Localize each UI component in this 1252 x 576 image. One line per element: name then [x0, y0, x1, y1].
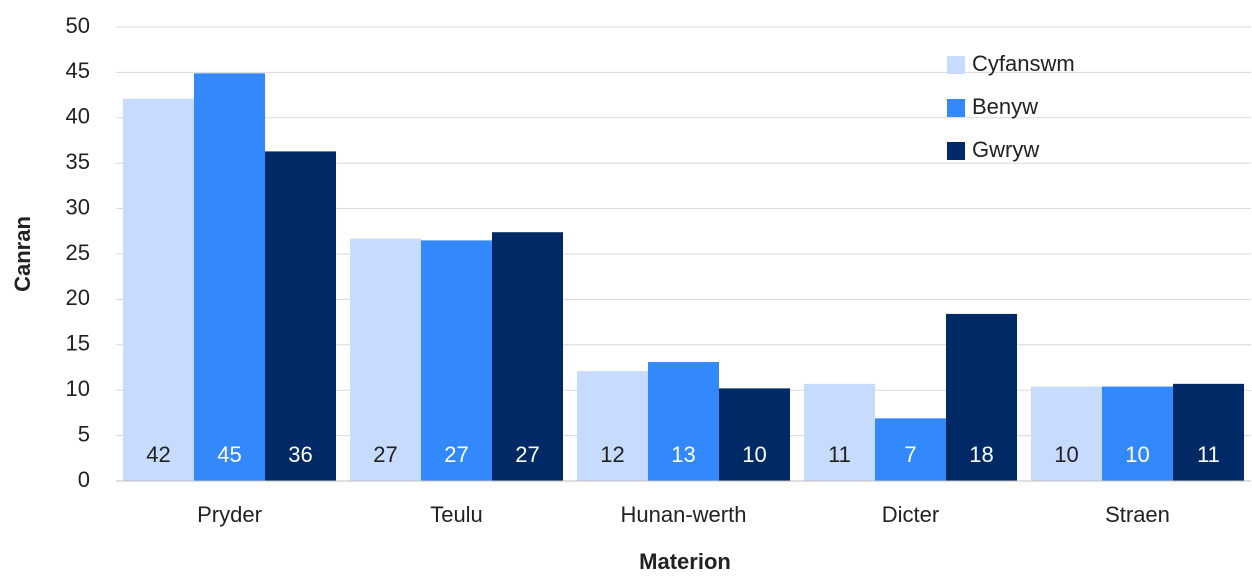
- bar: [1173, 383, 1244, 481]
- y-tick-label: 30: [66, 194, 90, 219]
- y-axis-title: Canran: [10, 216, 35, 292]
- y-tick-label: 50: [66, 13, 90, 38]
- x-axis-title: Materion: [639, 549, 731, 574]
- y-tick-label: 45: [66, 58, 90, 83]
- value-label: 12: [600, 442, 624, 467]
- legend-label: Benyw: [972, 94, 1038, 119]
- y-tick-label: 5: [78, 421, 90, 446]
- bar: [804, 383, 875, 481]
- y-tick-label: 0: [78, 467, 90, 492]
- x-tick-label: Pryder: [197, 502, 262, 527]
- value-label: 11: [828, 442, 851, 467]
- bar: [421, 240, 492, 481]
- y-tick-label: 40: [66, 104, 90, 129]
- value-label: 27: [515, 442, 539, 467]
- x-tick-label: Teulu: [430, 502, 483, 527]
- y-tick-label: 35: [66, 149, 90, 174]
- legend-swatch: [947, 142, 965, 160]
- bar: [350, 238, 421, 481]
- value-label: 7: [904, 442, 916, 467]
- y-tick-label: 20: [66, 285, 90, 310]
- legend-swatch: [947, 56, 965, 74]
- value-label: 36: [288, 442, 312, 467]
- value-label: 45: [217, 442, 241, 467]
- bar: [946, 313, 1017, 481]
- value-label: 18: [969, 442, 993, 467]
- y-tick-label: 10: [66, 376, 90, 401]
- bar: [648, 362, 719, 481]
- bar: [123, 98, 194, 482]
- bar: [1102, 386, 1173, 481]
- value-label: 11: [1197, 442, 1220, 467]
- bar: [492, 232, 563, 481]
- legend-swatch: [947, 99, 965, 117]
- y-tick-label: 25: [66, 240, 90, 265]
- value-label: 13: [671, 442, 695, 467]
- bar: [719, 388, 790, 481]
- x-tick-label: Dicter: [882, 502, 939, 527]
- value-label: 27: [373, 442, 397, 467]
- value-label: 42: [146, 442, 170, 467]
- value-label: 27: [444, 442, 468, 467]
- bar: [265, 151, 336, 481]
- value-label: 10: [1125, 442, 1149, 467]
- bar: [875, 418, 946, 481]
- bar: [1031, 386, 1102, 481]
- value-label: 10: [1054, 442, 1078, 467]
- value-label: 10: [742, 442, 766, 467]
- legend-label: Gwryw: [972, 137, 1039, 162]
- bar: [194, 73, 265, 482]
- x-tick-label: Hunan-werth: [621, 502, 747, 527]
- bar: [577, 371, 648, 481]
- legend-label: Cyfanswm: [972, 51, 1075, 76]
- x-tick-label: Straen: [1105, 502, 1170, 527]
- y-tick-label: 15: [66, 331, 90, 356]
